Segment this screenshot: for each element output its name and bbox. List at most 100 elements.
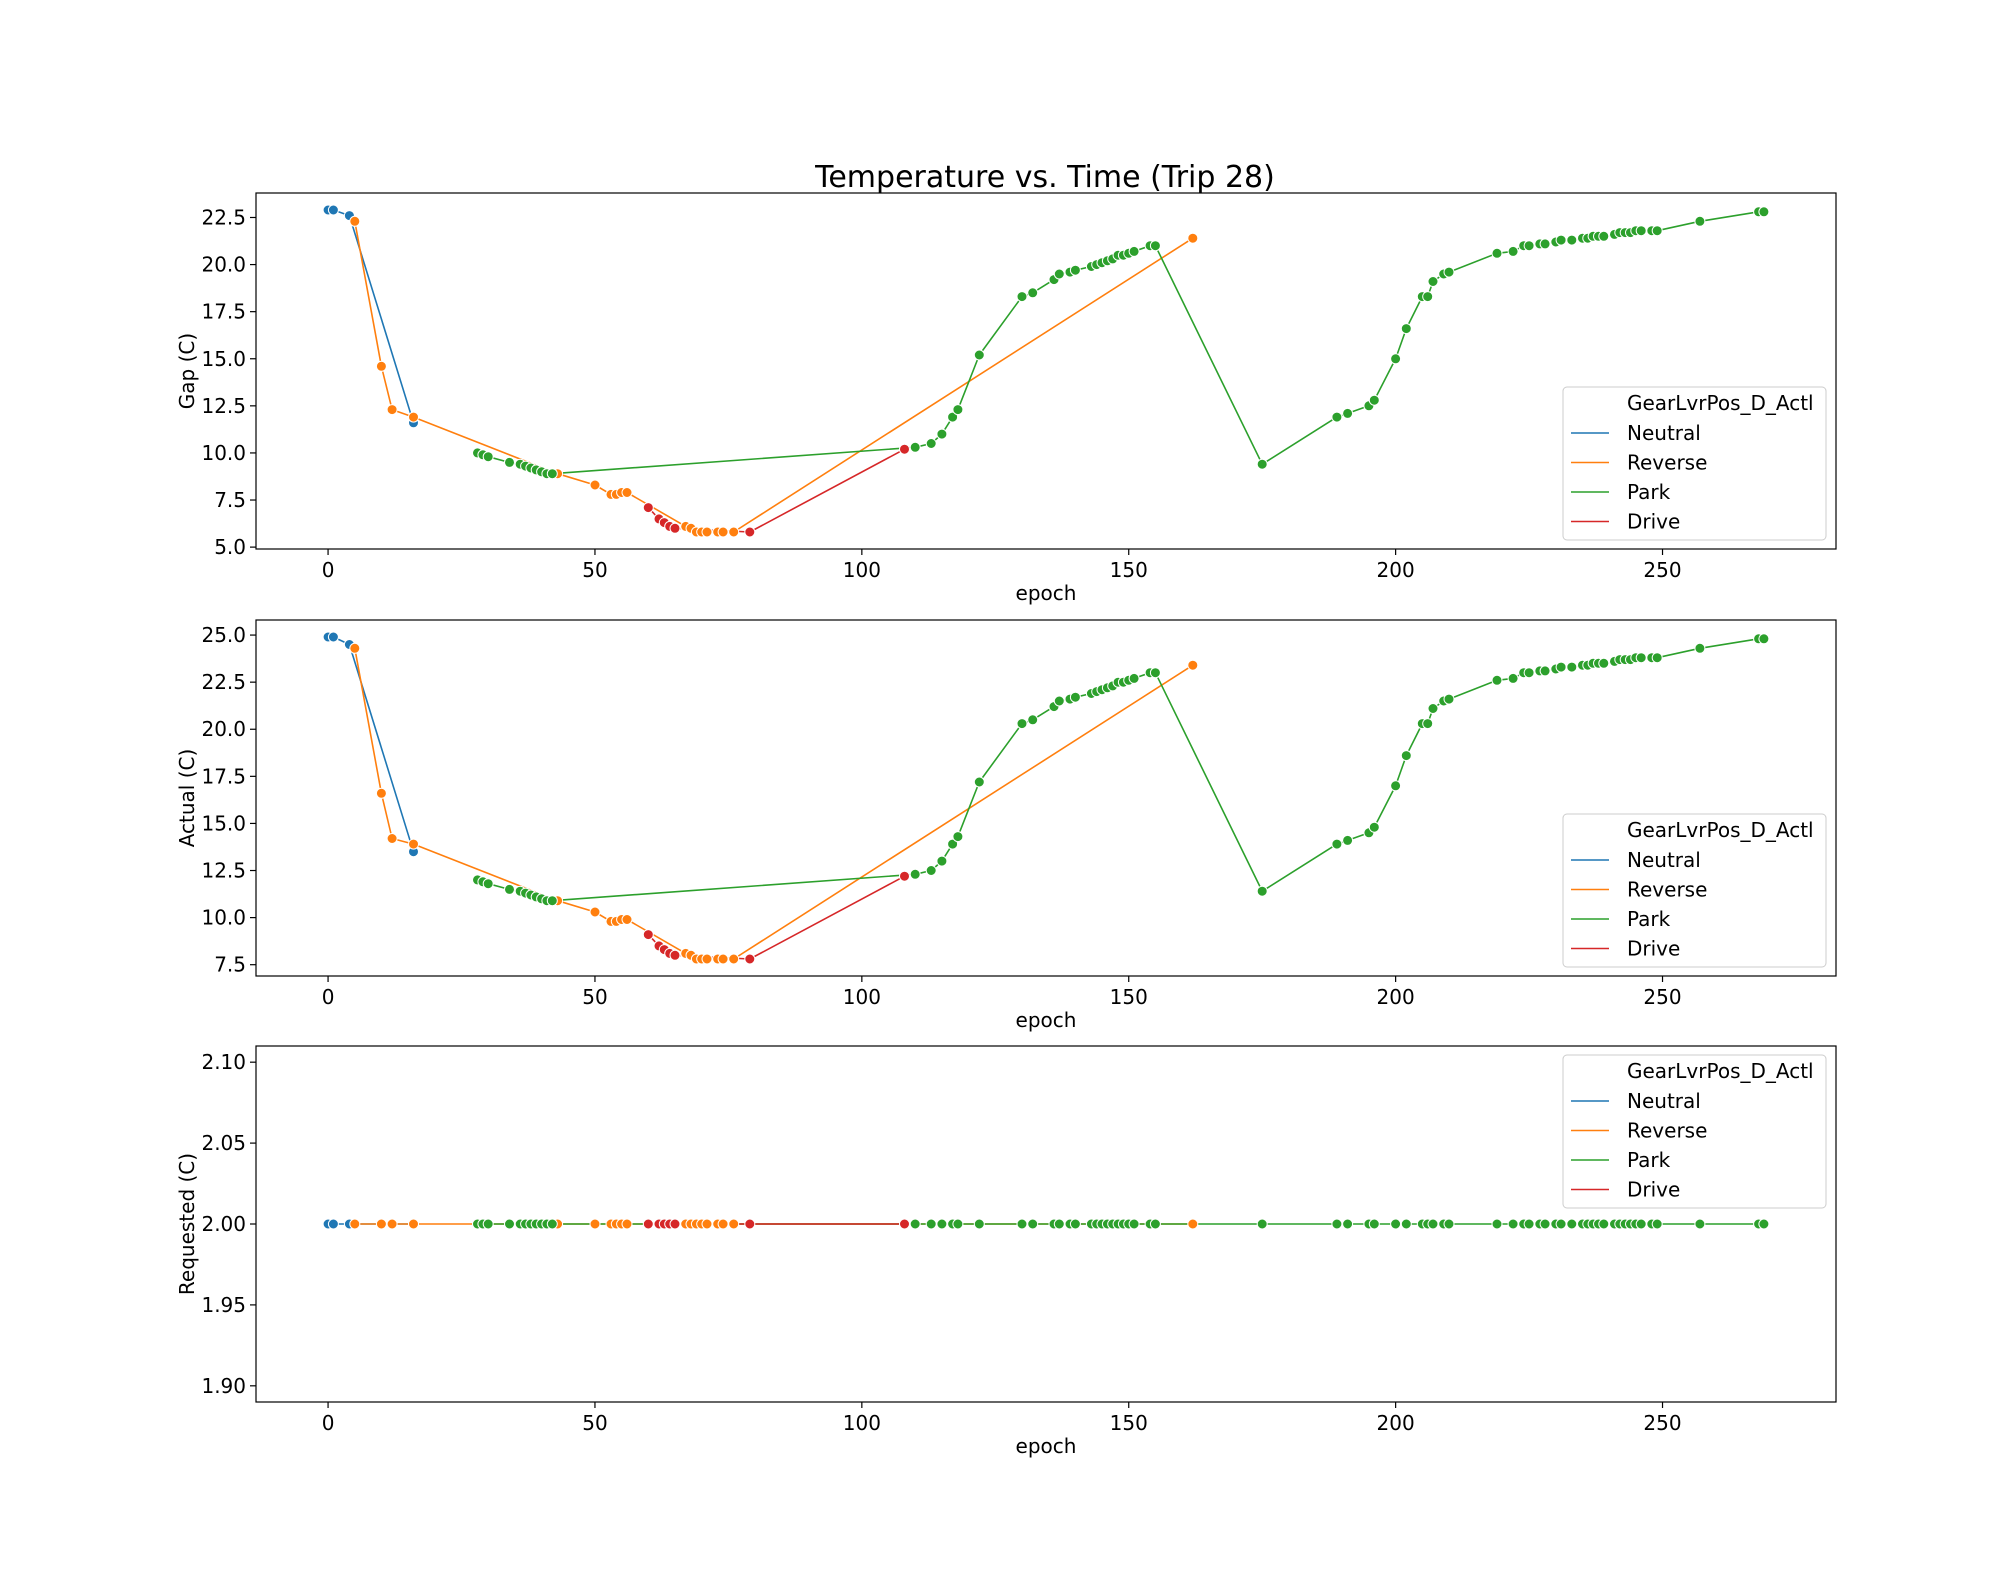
data-point-reverse [717, 953, 729, 965]
data-point-park [1758, 1218, 1770, 1230]
data-point-park [1694, 1218, 1706, 1230]
data-point-reverse [349, 215, 361, 227]
data-point-park [1149, 1218, 1161, 1230]
data-point-park [1443, 1218, 1455, 1230]
data-point-park [546, 468, 558, 480]
data-point-reverse [1187, 659, 1199, 671]
data-point-park [952, 404, 964, 416]
data-point-park [1069, 691, 1081, 703]
data-point-park [1368, 1218, 1380, 1230]
data-point-park [1539, 665, 1551, 677]
chart-title: Temperature vs. Time (Trip 28) [814, 160, 1275, 195]
x-tick-label: 0 [322, 985, 335, 1009]
data-point-park [1555, 661, 1567, 673]
data-point-park [947, 838, 959, 850]
y-tick-label: 7.5 [214, 953, 246, 977]
x-tick-label: 150 [1110, 558, 1148, 582]
data-point-park [1342, 407, 1354, 419]
data-point-park [936, 1218, 948, 1230]
data-point-park [1443, 266, 1455, 278]
x-tick-label: 50 [582, 1411, 607, 1435]
data-point-reverse [701, 953, 713, 965]
data-point-park [1331, 411, 1343, 423]
data-point-park [1758, 633, 1770, 645]
y-tick-label: 2.00 [201, 1212, 246, 1236]
x-tick-label: 100 [843, 1411, 881, 1435]
data-point-park [1027, 1218, 1039, 1230]
data-point-park [1555, 1218, 1567, 1230]
data-point-drive [899, 1218, 910, 1230]
data-point-park [1128, 672, 1140, 684]
x-tick-label: 100 [843, 985, 881, 1009]
data-point-park [1491, 674, 1503, 686]
data-point-park [936, 428, 948, 440]
y-axis-label: Gap (C) [175, 333, 199, 409]
data-point-park [1331, 838, 1343, 850]
data-point-park [504, 883, 515, 895]
legend-label-park: Park [1627, 907, 1671, 931]
data-point-park [1016, 1218, 1028, 1230]
chart-panel-2: 0 50 100 150 200 250 7.5 10.0 12.5 15.0 17.5 20.0 22… [175, 619, 1837, 1032]
data-point-reverse [375, 787, 387, 799]
data-point-reverse [701, 526, 713, 538]
x-tick-label: 250 [1643, 985, 1681, 1009]
legend: GearLvrPos_D_Actl Neutral Reverse Park Drive [1562, 1054, 1827, 1209]
data-point-park [1069, 264, 1081, 276]
legend-label-park: Park [1627, 480, 1671, 504]
data-point-neutral [327, 1218, 339, 1230]
data-point-park [973, 776, 985, 788]
data-point-reverse [386, 404, 398, 416]
data-point-park [1400, 323, 1412, 335]
x-tick-label: 0 [322, 1411, 335, 1435]
data-point-park [1651, 652, 1663, 664]
data-point-park [1149, 667, 1161, 679]
data-point-park [973, 1218, 985, 1230]
data-point-reverse [589, 479, 601, 491]
x-tick-label: 200 [1377, 985, 1415, 1009]
data-point-park [1539, 1218, 1551, 1230]
data-point-park [1427, 1218, 1439, 1230]
y-tick-label: 10.0 [201, 441, 246, 465]
x-axis-label: epoch [1016, 1434, 1077, 1458]
data-point-park [1400, 1218, 1412, 1230]
data-point-drive [669, 1218, 681, 1230]
data-point-park [1651, 225, 1663, 237]
data-point-park [925, 865, 937, 876]
legend-label-neutral: Neutral [1627, 1089, 1701, 1113]
data-point-park [1635, 652, 1647, 664]
data-point-reverse [728, 526, 740, 538]
legend-label-drive: Drive [1627, 937, 1680, 961]
y-tick-label: 25.0 [201, 623, 246, 647]
data-point-drive [744, 526, 756, 538]
data-point-park [1523, 1218, 1535, 1230]
data-point-park [546, 1218, 558, 1230]
data-point-park [936, 855, 948, 867]
data-point-park [1635, 225, 1647, 237]
data-point-park [973, 349, 985, 361]
data-point-reverse [408, 838, 419, 850]
x-tick-label: 50 [582, 558, 607, 582]
legend-label-reverse: Reverse [1627, 1119, 1707, 1143]
data-point-drive [899, 870, 910, 882]
data-point-drive [642, 1218, 654, 1230]
data-point-park [1149, 240, 1161, 252]
data-point-park [1635, 1218, 1647, 1230]
legend-title: GearLvrPos_D_Actl [1627, 1059, 1814, 1083]
data-point-park [1342, 834, 1354, 846]
data-point-park [1069, 1218, 1081, 1230]
data-point-park [909, 441, 921, 453]
data-point-park [504, 456, 515, 468]
data-point-neutral [327, 204, 339, 216]
data-point-reverse [589, 906, 601, 918]
y-tick-label: 22.5 [201, 205, 246, 229]
data-point-reverse [701, 1218, 713, 1230]
y-axis-label: Requested (C) [175, 1153, 199, 1295]
data-point-park [1256, 1218, 1268, 1230]
data-point-park [1507, 672, 1519, 684]
x-tick-label: 250 [1643, 558, 1681, 582]
data-point-park [482, 1218, 494, 1230]
data-point-park [1694, 215, 1706, 227]
y-tick-label: 20.0 [201, 717, 246, 741]
legend-label-neutral: Neutral [1627, 848, 1701, 872]
